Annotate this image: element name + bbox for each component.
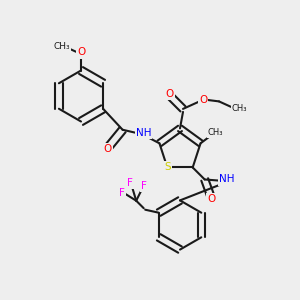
Text: NH: NH (219, 175, 234, 184)
Text: O: O (199, 95, 207, 105)
Text: F: F (119, 188, 125, 198)
Text: S: S (164, 163, 171, 172)
Text: O: O (77, 47, 85, 58)
Text: CH₃: CH₃ (231, 104, 247, 113)
Text: F: F (127, 178, 133, 188)
Text: O: O (165, 89, 174, 99)
Text: CH₃: CH₃ (208, 128, 223, 137)
Text: F: F (141, 181, 147, 191)
Text: O: O (208, 194, 216, 204)
Text: NH: NH (136, 128, 151, 138)
Text: O: O (103, 144, 112, 154)
Text: CH₃: CH₃ (53, 42, 70, 51)
